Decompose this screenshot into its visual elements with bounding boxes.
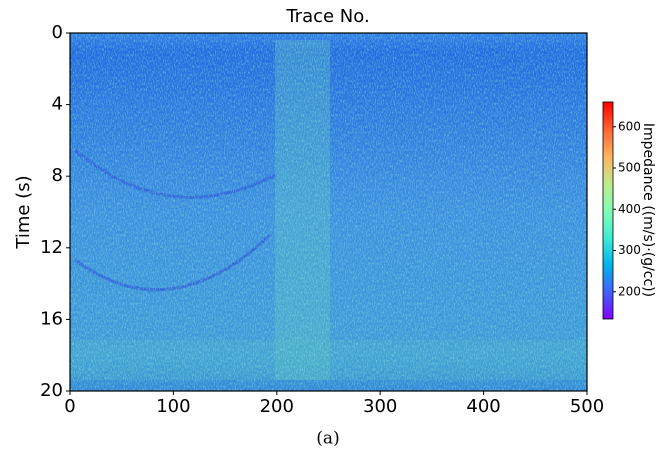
plot-frame: [69, 32, 588, 392]
y-tick-label: 0: [52, 22, 63, 43]
x-tick-label: 300: [363, 396, 397, 417]
x-tick-label: 0: [64, 396, 75, 417]
colorbar-tick-label: 300: [618, 243, 641, 257]
y-tick-label: 20: [40, 380, 63, 401]
caption: (a): [316, 429, 339, 449]
chart-title: Trace No.: [285, 6, 369, 27]
colorbar: [602, 101, 614, 320]
y-tick-label: 8: [52, 165, 63, 186]
y-tick-label: 16: [40, 308, 63, 329]
colorbar-tick-label: 400: [618, 202, 641, 216]
x-tick-label: 400: [466, 396, 500, 417]
colorbar-tick-label: 500: [618, 161, 641, 175]
colorbar-tick-label: 200: [618, 284, 641, 298]
seismic-image: [70, 33, 587, 391]
x-tick-label: 200: [260, 396, 294, 417]
y-tick-label: 12: [40, 237, 63, 258]
y-axis-label: Time (s): [13, 175, 34, 249]
y-tick-label: 4: [52, 94, 63, 115]
colorbar-label: Impedance ((m/s)·(g/cc)): [640, 123, 656, 297]
colorbar-tick-label: 600: [618, 119, 641, 133]
x-tick-label: 500: [570, 396, 604, 417]
x-tick-label: 100: [156, 396, 190, 417]
